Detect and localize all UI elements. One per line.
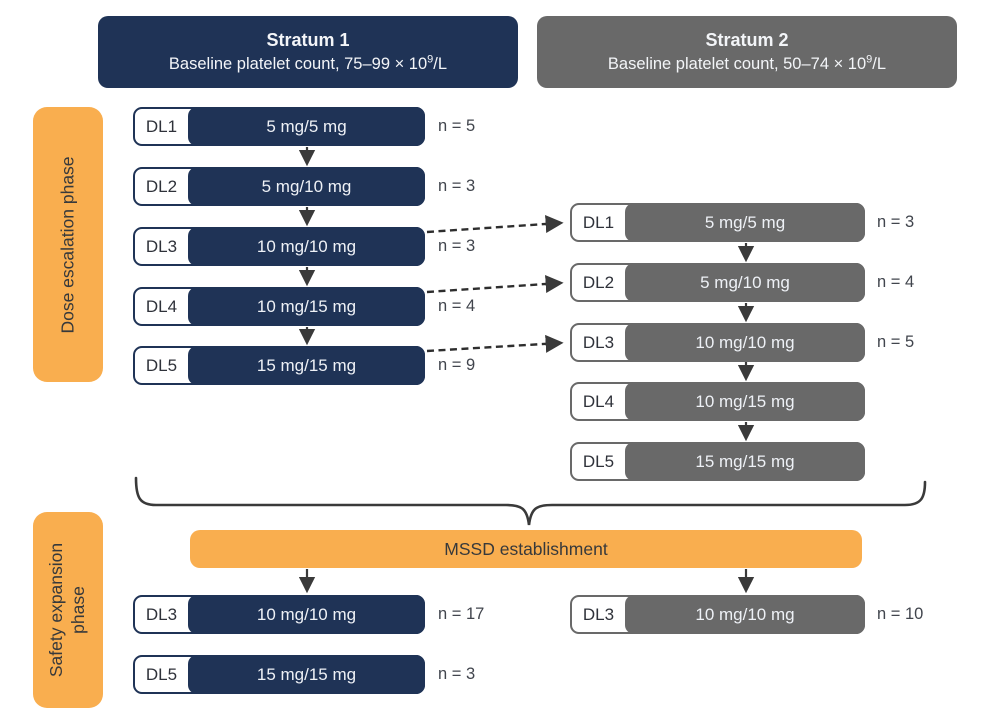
dose-value: 15 mg/15 mg (625, 442, 865, 481)
s1-exp-dl5-box: DL5 15 mg/15 mg (133, 655, 425, 694)
stratum2-title: Stratum 2 (705, 29, 789, 50)
dose-level-label: DL2 (145, 176, 178, 196)
n-label: n = 17 (438, 605, 485, 623)
dose-level-label: DL5 (145, 355, 178, 375)
dose-level-label: DL5 (582, 451, 615, 471)
s1-esc-dl5-box: DL5 15 mg/15 mg (133, 346, 425, 385)
dose-level-label: DL3 (145, 236, 178, 256)
dose-level-label: DL5 (145, 664, 178, 684)
safety-expansion-phase-label: Safety expansion phase (33, 512, 103, 708)
dose-value: 10 mg/10 mg (625, 595, 865, 634)
merge-brace (134, 476, 927, 526)
dose-level-label: DL4 (582, 391, 615, 411)
dose-value: 10 mg/15 mg (625, 382, 865, 421)
dose-value: 10 mg/10 mg (625, 323, 865, 362)
s2-esc-dl4-box: DL4 10 mg/15 mg (570, 382, 865, 421)
dose-value: 10 mg/10 mg (188, 227, 425, 266)
mssd-down-arrows (298, 569, 755, 594)
dose-value: 5 mg/5 mg (188, 107, 425, 146)
dose-value: 10 mg/15 mg (188, 287, 425, 326)
n-label: n = 3 (438, 237, 476, 255)
dose-level-label: DL3 (582, 332, 615, 352)
n-label: n = 3 (438, 177, 476, 195)
s2-esc-dl1-box: DL1 5 mg/5 mg (570, 203, 865, 242)
dose-level-label: DL3 (145, 604, 178, 624)
stratum1-subtitle: Baseline platelet count, 75–99 × 109/L (168, 53, 448, 74)
n-label: n = 9 (438, 356, 476, 374)
dose-value: 15 mg/15 mg (188, 346, 425, 385)
mssd-establishment-bar: MSSD establishment (190, 530, 862, 568)
dose-level-label: DL4 (145, 296, 178, 316)
dose-value: 5 mg/10 mg (625, 263, 865, 302)
n-label: n = 5 (877, 333, 915, 351)
stratum2-subtitle: Baseline platelet count, 50–74 × 109/L (607, 53, 887, 74)
s2-esc-dl3-box: DL3 10 mg/10 mg (570, 323, 865, 362)
stratum1-title: Stratum 1 (266, 29, 350, 50)
dose-level-label: DL1 (145, 116, 178, 136)
n-label: n = 3 (438, 665, 476, 683)
s1-esc-dl4-box: DL4 10 mg/15 mg (133, 287, 425, 326)
s1-esc-dl1-box: DL1 5 mg/5 mg (133, 107, 425, 146)
n-label: n = 4 (438, 297, 476, 315)
dose-level-label: DL3 (582, 604, 615, 624)
s1-esc-dl2-box: DL2 5 mg/10 mg (133, 167, 425, 206)
s2-exp-dl3-box: DL3 10 mg/10 mg (570, 595, 865, 634)
dose-value: 5 mg/5 mg (625, 203, 865, 242)
dose-level-label: DL2 (582, 272, 615, 292)
stratum1-header: Stratum 1 Baseline platelet count, 75–99… (98, 16, 518, 88)
s2-esc-dl2-box: DL2 5 mg/10 mg (570, 263, 865, 302)
dose-value: 5 mg/10 mg (188, 167, 425, 206)
dose-value: 10 mg/10 mg (188, 595, 425, 634)
dose-level-label: DL1 (582, 212, 615, 232)
dose-value: 15 mg/15 mg (188, 655, 425, 694)
dose-escalation-phase-label: Dose escalation phase (33, 107, 103, 382)
n-label: n = 10 (877, 605, 924, 623)
stratum2-header: Stratum 2 Baseline platelet count, 50–74… (537, 16, 957, 88)
s1-exp-dl3-box: DL3 10 mg/10 mg (133, 595, 425, 634)
s2-esc-dl5-box: DL5 15 mg/15 mg (570, 442, 865, 481)
n-label: n = 5 (438, 117, 476, 135)
s1-esc-dl3-box: DL3 10 mg/10 mg (133, 227, 425, 266)
n-label: n = 3 (877, 213, 915, 231)
n-label: n = 4 (877, 273, 915, 291)
